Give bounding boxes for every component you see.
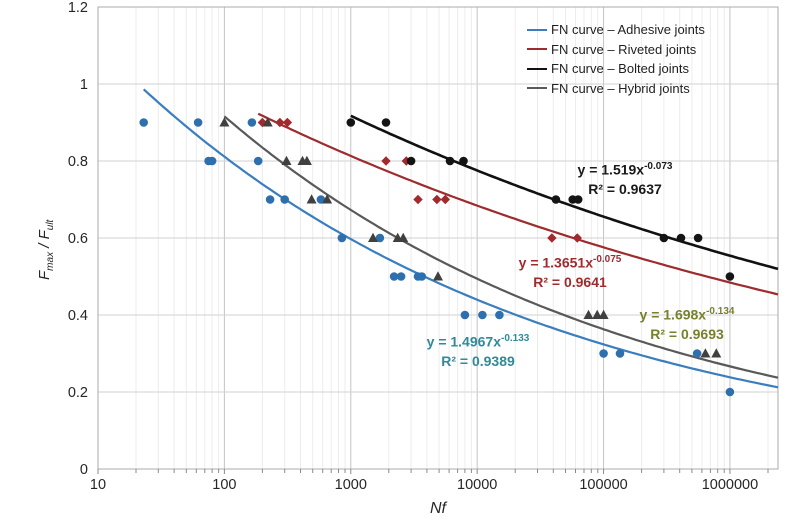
svg-text:0.4: 0.4 [68, 308, 88, 324]
legend-item-riveted: FN curve – Riveted joints [527, 40, 705, 60]
chart-legend: FN curve – Adhesive joints FN curve – Ri… [527, 20, 705, 98]
legend-label-hybrid: FN curve – Hybrid joints [551, 80, 690, 96]
series-points-bolted [346, 118, 735, 281]
fit-equation-hybrid: y = 1.698x-0.134 R² = 0.9693 [639, 306, 735, 342]
svg-text:10000: 10000 [457, 477, 497, 493]
x-axis-title: Nf [430, 500, 446, 517]
svg-text:1000: 1000 [335, 477, 367, 493]
fit-curve-hybrid [223, 115, 779, 379]
series-points-riveted [257, 117, 582, 243]
axis-tick-marks [97, 469, 769, 474]
svg-text:100: 100 [212, 477, 236, 493]
series-points-hybrid [219, 117, 722, 358]
data-points [139, 117, 735, 397]
legend-line-swatch-riveted [527, 48, 547, 51]
axis-tick-labels: 10 100 1000 10000 100000 1000000 0 0.2 0.4 0.6 0.8… [68, 0, 758, 493]
series-points-adhesive [139, 118, 735, 397]
gridlines [97, 6, 779, 470]
fit-curve-adhesive [142, 88, 779, 389]
fit-curve-riveted [257, 112, 779, 296]
legend-item-adhesive: FN curve – Adhesive joints [527, 20, 705, 40]
legend-item-hybrid: FN curve – Hybrid joints [527, 79, 705, 99]
fit-equation-riveted: y = 1.3651x-0.075 R² = 0.9641 [518, 254, 622, 290]
fit-equation-bolted: y = 1.519x-0.073 R² = 0.9637 [577, 161, 673, 197]
legend-label-bolted: FN curve – Bolted joints [551, 61, 690, 77]
svg-text:0: 0 [80, 462, 88, 478]
svg-text:10: 10 [90, 477, 106, 493]
legend-label-adhesive: FN curve – Adhesive joints [551, 22, 705, 38]
fit-curve-bolted [350, 114, 779, 271]
svg-text:100000: 100000 [579, 477, 627, 493]
fit-curves [142, 88, 779, 389]
legend-line-swatch-adhesive [527, 28, 547, 31]
legend-line-swatch-bolted [527, 67, 547, 70]
legend-line-swatch-hybrid [527, 87, 547, 90]
svg-text:1.2: 1.2 [68, 0, 88, 16]
svg-text:1: 1 [80, 77, 88, 93]
svg-text:0.2: 0.2 [68, 385, 88, 401]
legend-label-riveted: FN curve – Riveted joints [551, 41, 697, 57]
svg-text:0.6: 0.6 [68, 231, 88, 247]
svg-text:0.8: 0.8 [68, 154, 88, 170]
fit-equation-adhesive: y = 1.4967x-0.133 R² = 0.9389 [426, 333, 530, 369]
legend-item-bolted: FN curve – Bolted joints [527, 59, 705, 79]
svg-text:1000000: 1000000 [702, 477, 758, 493]
